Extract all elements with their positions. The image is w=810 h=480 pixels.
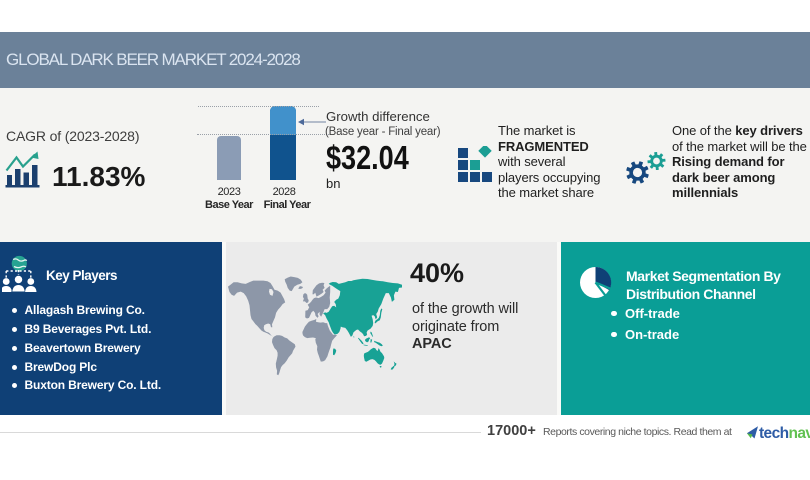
svg-text:technavio: technavio xyxy=(759,425,810,442)
